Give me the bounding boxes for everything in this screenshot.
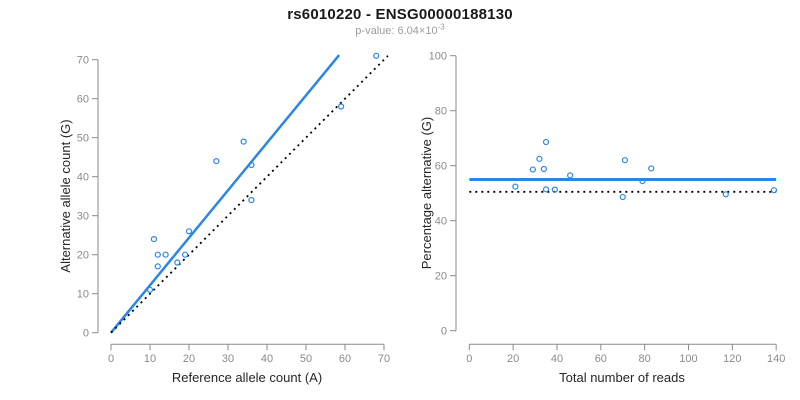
data-point (213, 158, 220, 165)
data-point (146, 286, 154, 293)
y-tick-label: 40 (77, 172, 89, 184)
fit-line (110, 54, 341, 334)
figure-subtitle-pvalue: p-value: 6.04×10-3 (0, 22, 800, 37)
y-tick-label: 20 (435, 271, 447, 283)
data-point (338, 103, 345, 110)
y-tick-label: 40 (435, 216, 447, 228)
data-point (619, 193, 626, 201)
x-tick-label: 140 (767, 353, 785, 365)
data-point (512, 183, 519, 190)
data-point (639, 178, 646, 185)
x-tick-label: 60 (595, 353, 607, 365)
y-tick-label: 10 (77, 289, 89, 301)
x-tick-label: 60 (339, 353, 351, 365)
data-point (240, 138, 247, 145)
data-point (536, 155, 543, 162)
y-tick-label: 20 (77, 250, 89, 262)
x-tick-label: 50 (300, 353, 312, 365)
pvalue-text: p-value: 6.04×10 (355, 25, 438, 37)
data-point (540, 165, 547, 173)
data-point (182, 251, 189, 258)
x-tick-label: 10 (144, 353, 156, 365)
right-yaxis-title: Percentage alternative (G) (419, 116, 434, 270)
data-point (648, 165, 655, 172)
data-point (722, 191, 729, 198)
x-tick-label: 20 (183, 353, 195, 365)
x-tick-label: 120 (723, 353, 741, 365)
data-point (567, 172, 574, 179)
figure-title: rs6010220 - ENSG00000188130 (287, 6, 513, 23)
data-point (373, 52, 380, 59)
x-tick-label: 0 (108, 353, 114, 365)
data-point (154, 263, 161, 270)
y-tick-label: 60 (435, 161, 447, 173)
data-point (150, 236, 157, 243)
data-point (542, 186, 550, 193)
x-tick-label: 20 (507, 353, 519, 365)
right-xaxis-title: Total number of reads (559, 370, 685, 385)
data-point (248, 161, 255, 169)
data-point (551, 186, 558, 193)
y-tick-label: 0 (83, 328, 89, 340)
y-tick-label: 100 (429, 51, 447, 63)
y-tick-label: 50 (77, 133, 89, 145)
x-tick-label: 100 (679, 353, 697, 365)
data-point (529, 166, 536, 173)
x-tick-label: 0 (466, 353, 472, 365)
x-tick-label: 70 (378, 353, 390, 365)
y-tick-label: 0 (441, 326, 447, 338)
data-point (542, 138, 550, 146)
left-scatter-plot: 0 10 20 30 40 50 60 70 0 10 20 30 40 50 60 70 (77, 52, 390, 365)
y-tick-label: 30 (77, 211, 89, 223)
data-point (185, 228, 193, 235)
x-tick-label: 40 (551, 353, 563, 365)
right-scatter-plot: 0 20 40 60 80 100 0 20 40 60 80 100 120 140 (429, 51, 786, 365)
left-xaxis-title: Reference allele count (A) (171, 370, 323, 385)
data-point (770, 187, 778, 194)
y-tick-label: 80 (435, 106, 447, 118)
x-tick-label: 40 (261, 353, 273, 365)
x-tick-label: 30 (222, 353, 234, 365)
data-point (154, 251, 161, 258)
data-point (174, 259, 181, 266)
data-point (162, 251, 169, 258)
data-point (248, 197, 255, 204)
x-tick-label: 80 (639, 353, 651, 365)
y-tick-label: 70 (77, 55, 89, 67)
pvalue-exponent: -3 (437, 22, 445, 32)
y-tick-label: 60 (77, 94, 89, 106)
left-yaxis-title: Alternative allele count (G) (58, 119, 73, 273)
data-point (621, 157, 629, 164)
